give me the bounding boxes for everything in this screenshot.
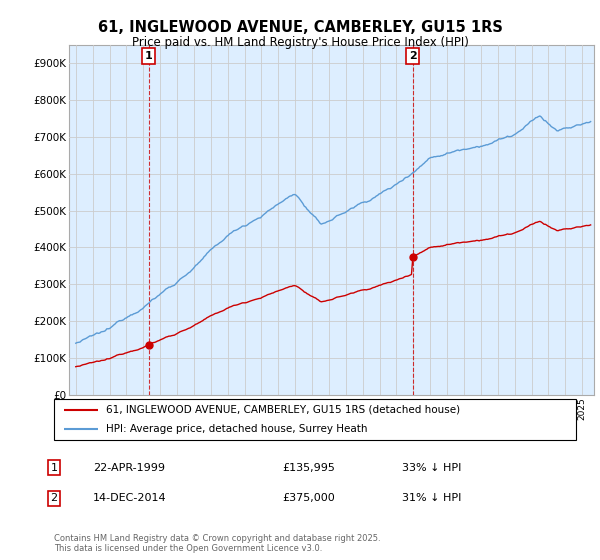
Text: 2: 2 [409,51,416,61]
Text: Contains HM Land Registry data © Crown copyright and database right 2025.
This d: Contains HM Land Registry data © Crown c… [54,534,380,553]
Text: £375,000: £375,000 [282,493,335,503]
Text: HPI: Average price, detached house, Surrey Heath: HPI: Average price, detached house, Surr… [106,424,368,434]
FancyBboxPatch shape [54,399,576,440]
Text: £135,995: £135,995 [282,463,335,473]
Text: 1: 1 [145,51,152,61]
Text: Price paid vs. HM Land Registry's House Price Index (HPI): Price paid vs. HM Land Registry's House … [131,36,469,49]
Text: 1: 1 [50,463,58,473]
Text: 14-DEC-2014: 14-DEC-2014 [93,493,167,503]
Text: 2: 2 [50,493,58,503]
Text: 22-APR-1999: 22-APR-1999 [93,463,165,473]
Text: 61, INGLEWOOD AVENUE, CAMBERLEY, GU15 1RS: 61, INGLEWOOD AVENUE, CAMBERLEY, GU15 1R… [98,20,502,35]
Text: 31% ↓ HPI: 31% ↓ HPI [402,493,461,503]
Text: 33% ↓ HPI: 33% ↓ HPI [402,463,461,473]
Text: 61, INGLEWOOD AVENUE, CAMBERLEY, GU15 1RS (detached house): 61, INGLEWOOD AVENUE, CAMBERLEY, GU15 1R… [106,405,460,415]
